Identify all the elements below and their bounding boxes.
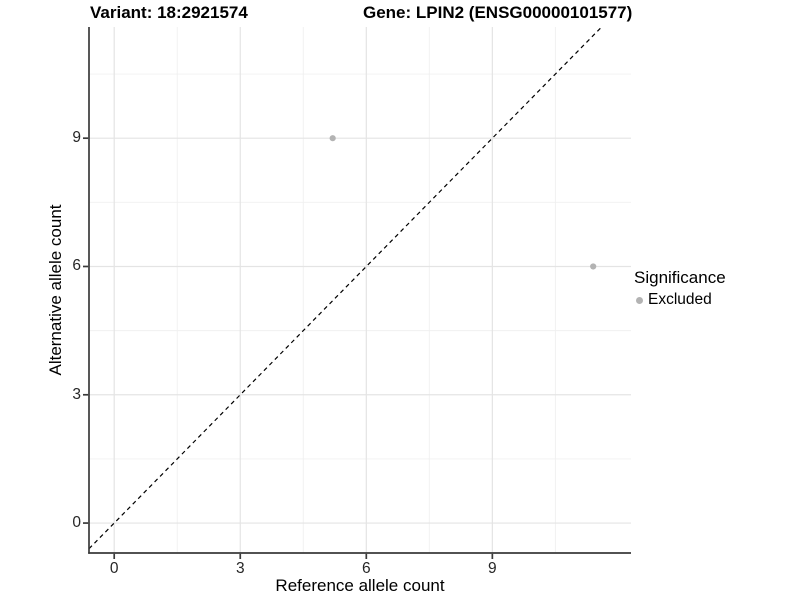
y-tick-label: 6 bbox=[72, 257, 81, 275]
legend-item-label: Excluded bbox=[648, 291, 712, 308]
x-tick-label: 9 bbox=[488, 560, 497, 577]
legend-item-excluded: Excluded bbox=[634, 291, 726, 309]
legend-key-dot bbox=[636, 296, 643, 304]
data-point bbox=[590, 263, 597, 270]
identity-line bbox=[88, 26, 603, 550]
legend: Significance Excluded bbox=[634, 268, 726, 309]
x-tick-label: 0 bbox=[109, 560, 119, 577]
x-tick-label: 3 bbox=[235, 560, 245, 577]
plot-title-gene: Gene: LPIN2 (ENSG00000101577) bbox=[363, 3, 633, 22]
data-point bbox=[329, 135, 336, 142]
y-axis-title: Alternative allele count bbox=[46, 204, 65, 376]
y-tick-label: 3 bbox=[72, 385, 81, 403]
x-axis-title: Reference allele count bbox=[275, 576, 445, 595]
y-tick-label: 0 bbox=[72, 514, 81, 532]
plot-title-variant: Variant: 18:2921574 bbox=[90, 3, 248, 22]
y-tick-label: 9 bbox=[72, 129, 81, 147]
legend-title: Significance bbox=[634, 268, 726, 287]
x-tick-label: 6 bbox=[361, 560, 371, 577]
